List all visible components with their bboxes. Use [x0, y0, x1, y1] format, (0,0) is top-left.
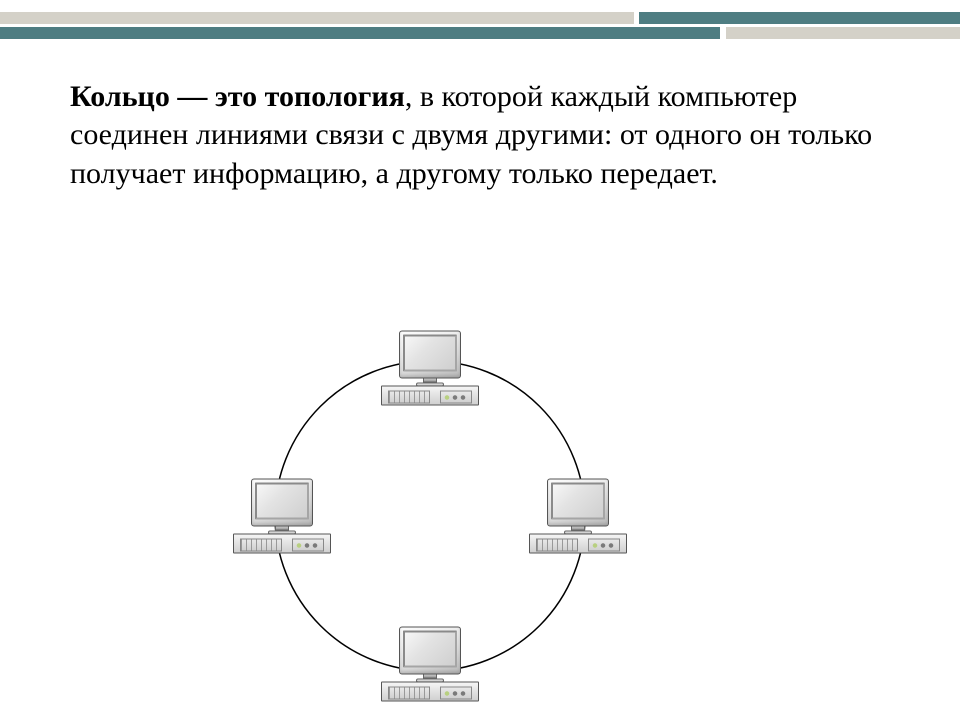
- monitor-icon: [399, 331, 461, 383]
- header-accent-bars: [0, 12, 960, 39]
- desktop-case-icon: [233, 534, 331, 554]
- computer-node-left: [232, 479, 332, 554]
- term-bold: Кольцо — это топология: [70, 80, 405, 113]
- desktop-case-icon: [529, 534, 627, 554]
- computer-node-top: [380, 331, 480, 406]
- monitor-icon: [251, 479, 313, 531]
- ring-topology-diagram: [230, 310, 630, 710]
- desktop-case-icon: [381, 386, 479, 406]
- computer-node-bottom: [380, 627, 480, 702]
- definition-paragraph: Кольцо — это топология, в которой каждый…: [70, 78, 900, 193]
- desktop-case-icon: [381, 682, 479, 702]
- monitor-icon: [399, 627, 461, 679]
- computer-node-right: [528, 479, 628, 554]
- monitor-icon: [547, 479, 609, 531]
